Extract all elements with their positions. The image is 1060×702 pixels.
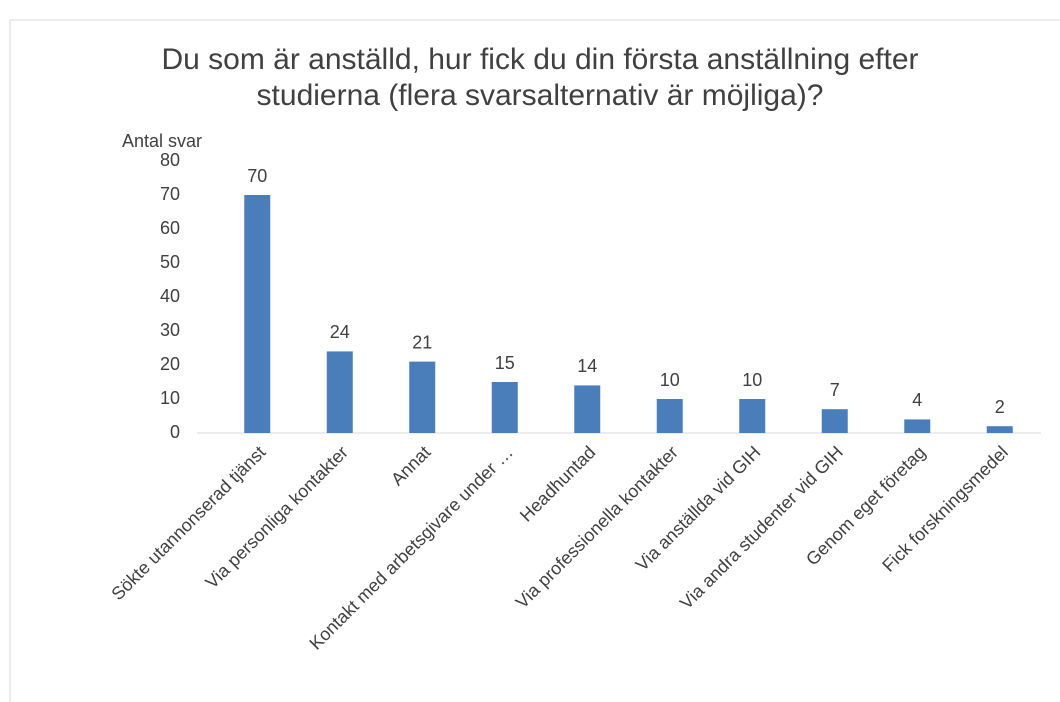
bar — [409, 361, 436, 433]
value-label: 7 — [830, 380, 840, 400]
y-tick-label: 60 — [160, 218, 180, 238]
bar — [656, 399, 683, 433]
x-tick-label: Headhuntad — [516, 442, 600, 526]
value-label: 24 — [330, 322, 350, 342]
y-tick-label: 10 — [160, 388, 180, 408]
value-label: 70 — [247, 166, 267, 186]
bar — [574, 385, 601, 433]
bar — [491, 382, 518, 433]
y-tick-label: 40 — [160, 286, 180, 306]
value-label: 21 — [412, 332, 432, 352]
bar — [244, 195, 271, 433]
bar — [904, 419, 931, 433]
x-tick-label: Sökte utannonserad tjänst — [107, 442, 269, 604]
x-tick-label: Via andra studenter vid GIH — [676, 442, 847, 613]
y-tick-label: 70 — [160, 184, 180, 204]
x-tick-label: Via professionella kontakter — [512, 442, 682, 612]
y-tick-label: 0 — [170, 422, 180, 442]
y-tick-label: 20 — [160, 354, 180, 374]
bar — [739, 399, 766, 433]
y-tick-label: 30 — [160, 320, 180, 340]
bar — [326, 351, 353, 433]
y-tick-label: 50 — [160, 252, 180, 272]
x-tick-label: Via personliga kontakter — [201, 442, 351, 592]
value-label: 4 — [912, 390, 922, 410]
bar — [821, 409, 848, 433]
value-label: 15 — [495, 353, 515, 373]
value-label: 2 — [995, 397, 1005, 417]
y-tick-label: 80 — [160, 150, 180, 170]
value-label: 10 — [660, 370, 680, 390]
value-label: 14 — [577, 356, 597, 376]
chart-title: Du som är anställd, hur fick du din förs… — [161, 43, 919, 112]
value-label: 10 — [742, 370, 762, 390]
y-axis-label: Antal svar — [122, 131, 202, 151]
chart-border — [9, 19, 1060, 702]
x-tick-label: Annat — [387, 442, 434, 489]
bar — [986, 426, 1013, 433]
